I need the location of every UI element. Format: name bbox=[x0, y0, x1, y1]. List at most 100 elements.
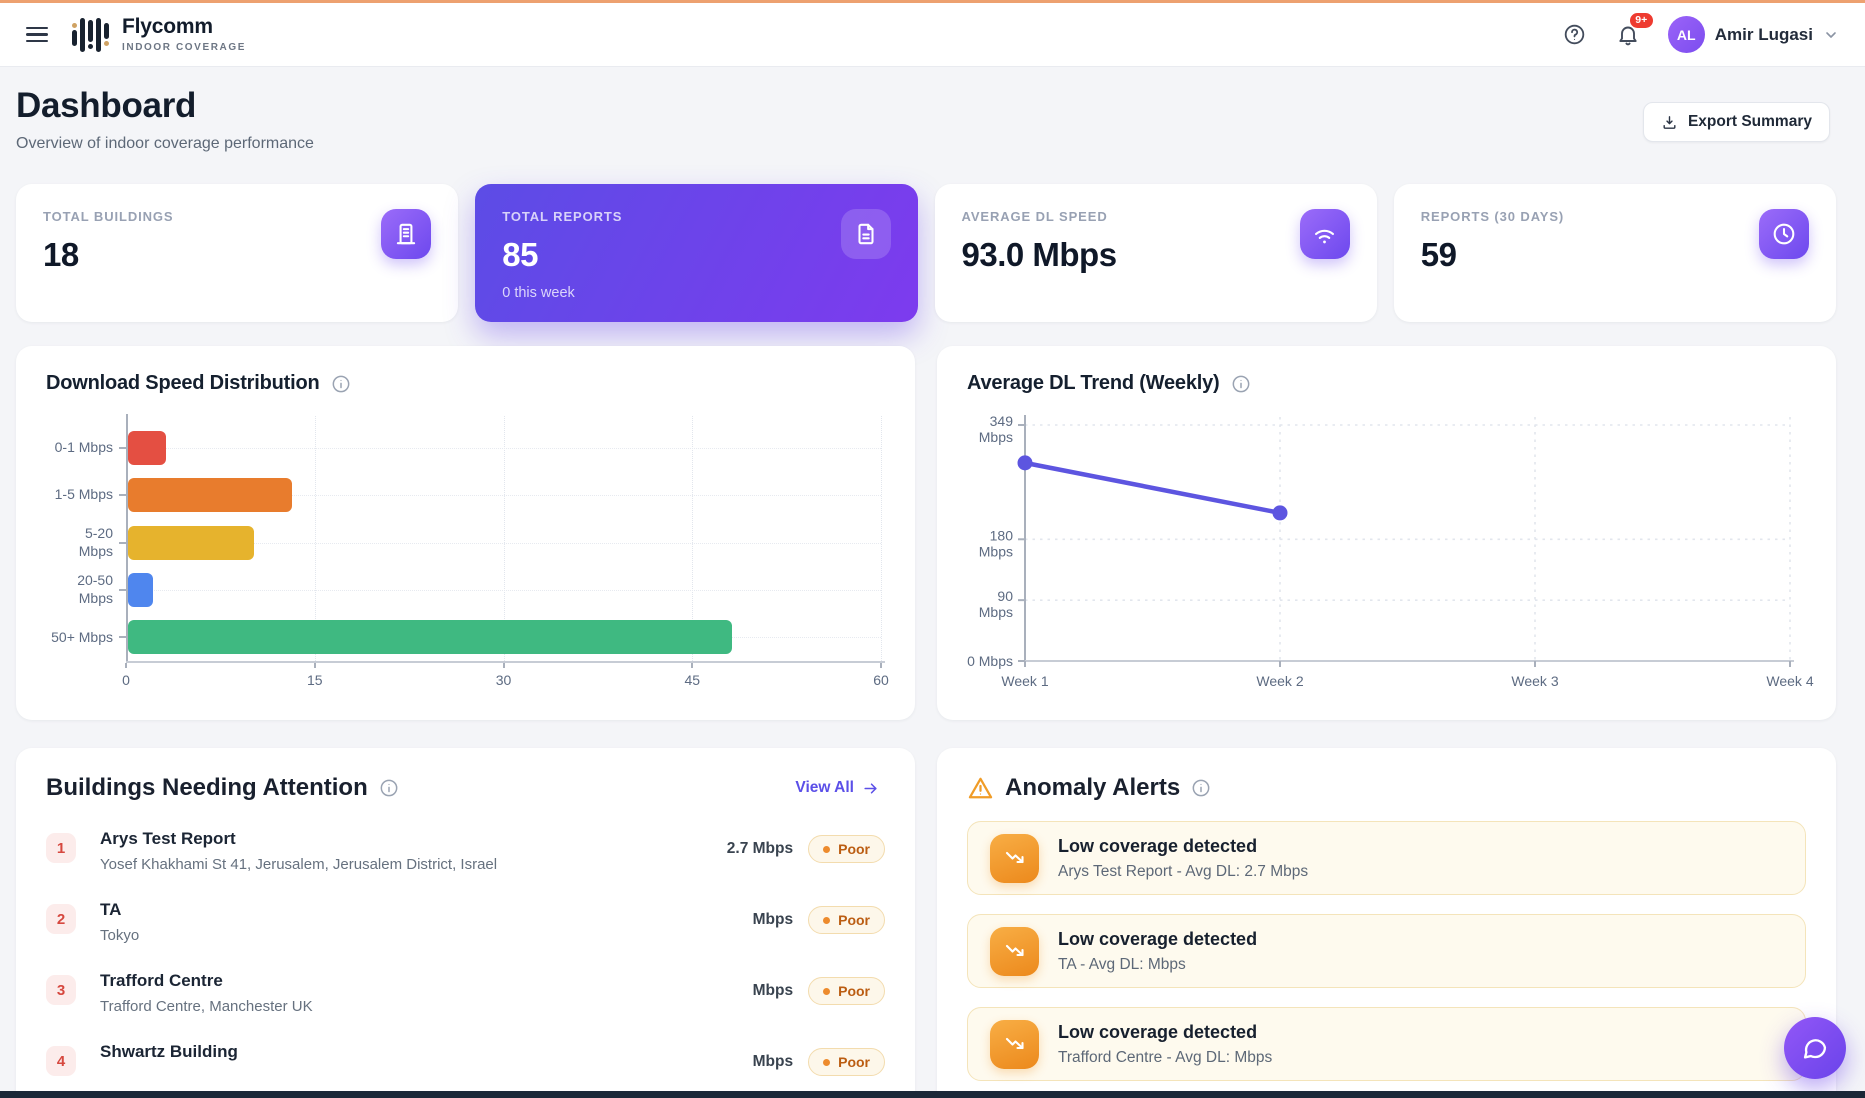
wifi-icon bbox=[1299, 209, 1350, 259]
notifications-button[interactable]: 9+ bbox=[1614, 12, 1653, 49]
rank-badge: 1 bbox=[46, 833, 76, 863]
trending-down-icon bbox=[990, 833, 1039, 883]
building-speed: 2.7 Mbps bbox=[726, 840, 794, 857]
stat-card-average-dl-speed[interactable]: AVERAGE DL SPEED 93.0 Mbps bbox=[934, 184, 1377, 322]
stat-value: 85 bbox=[502, 236, 538, 273]
stat-sub: 0 this week bbox=[502, 285, 575, 301]
svg-text:Mbps: Mbps bbox=[979, 543, 1013, 559]
building-name: Trafford Centre bbox=[100, 971, 223, 990]
x-tick-label: 45 bbox=[684, 672, 701, 688]
building-address: Trafford Centre, Manchester UK bbox=[100, 998, 313, 1015]
status-label: Poor bbox=[838, 983, 870, 999]
status-label: Poor bbox=[838, 912, 870, 928]
bottom-edge-bar bbox=[0, 1091, 1865, 1098]
trending-down-icon bbox=[990, 1019, 1039, 1069]
buildings-list: 1 Arys Test Report Yosef Khakhami St 41, J… bbox=[46, 829, 885, 1076]
bar-category-label: 20-50 Mbps bbox=[77, 572, 113, 606]
info-icon[interactable] bbox=[379, 778, 399, 798]
anomaly-alert-item: Low coverage detected Trafford Centre - A… bbox=[967, 1007, 1806, 1081]
svg-text:0 Mbps: 0 Mbps bbox=[967, 653, 1013, 669]
notification-badge: 9+ bbox=[1629, 12, 1653, 28]
alert-title: Low coverage detected bbox=[1058, 835, 1258, 856]
bar-category-label: 5-20 Mbps bbox=[78, 525, 113, 559]
building-list-item[interactable]: 4 Shwartz Building Mbps Poor bbox=[46, 1042, 885, 1076]
menu-button[interactable] bbox=[26, 23, 56, 47]
stat-card-reports-30-days[interactable]: REPORTS (30 DAYS) 59 bbox=[1393, 184, 1836, 322]
bar-20-50-mbps bbox=[128, 572, 154, 607]
status-label: Poor bbox=[838, 1054, 870, 1070]
bar-5-20-mbps bbox=[128, 525, 254, 560]
alert-title: Low coverage detected bbox=[1058, 1021, 1258, 1042]
building-icon bbox=[381, 209, 432, 259]
alerts-card: Anomaly Alerts Low coverage detected Arys… bbox=[937, 748, 1836, 1098]
page-subtitle: Overview of indoor coverage performance bbox=[16, 135, 314, 152]
stat-label: REPORTS (30 DAYS) bbox=[1420, 209, 1565, 224]
stat-card-total-reports[interactable]: TOTAL REPORTS 85 0 this week bbox=[475, 184, 918, 322]
help-icon bbox=[1564, 24, 1584, 45]
building-speed: Mbps bbox=[752, 982, 794, 999]
arrow-right-icon bbox=[864, 782, 877, 794]
bar-category-label: 0-1 Mbps bbox=[54, 438, 113, 455]
speed-distribution-chart: 0-1 Mbps 1-5 Mbps 5-20 Mbps 20-50 Mbps 50+ M… bbox=[16, 346, 915, 720]
status-label: Poor bbox=[838, 841, 870, 857]
building-name: Shwartz Building bbox=[100, 1042, 238, 1061]
building-list-item[interactable]: 1 Arys Test Report Yosef Khakhami St 41, J… bbox=[46, 829, 885, 873]
svg-text:Week 3: Week 3 bbox=[1511, 673, 1558, 689]
buildings-card: Buildings Needing Attention View All 1 Ar… bbox=[16, 748, 915, 1098]
trending-down-icon bbox=[990, 926, 1039, 976]
alerts-list: Low coverage detected Arys Test Report - … bbox=[967, 821, 1806, 1081]
info-icon[interactable] bbox=[1231, 374, 1251, 394]
svg-text:90: 90 bbox=[997, 588, 1013, 604]
export-summary-button[interactable]: Export Summary bbox=[1642, 102, 1830, 142]
stat-card-total-buildings[interactable]: TOTAL BUILDINGS 18 bbox=[16, 184, 459, 322]
header-actions: 9+ AL Amir Lugasi bbox=[1561, 12, 1839, 53]
building-list-item[interactable]: 2 TA Tokyo Mbps Poor bbox=[46, 900, 885, 944]
svg-text:349: 349 bbox=[990, 413, 1014, 429]
building-list-item[interactable]: 3 Trafford Centre Trafford Centre, Manches… bbox=[46, 971, 885, 1015]
page-title: Dashboard bbox=[16, 86, 197, 125]
view-all-link[interactable]: View All bbox=[789, 778, 885, 798]
bar-50+-mbps bbox=[128, 620, 732, 655]
status-badge: Poor bbox=[808, 977, 885, 1005]
brand-name: Flycomm bbox=[122, 15, 213, 39]
buildings-title: Buildings Needing Attention bbox=[46, 774, 368, 801]
status-dot bbox=[823, 1058, 831, 1066]
avatar: AL bbox=[1667, 16, 1705, 53]
chat-bubble-icon bbox=[1803, 1039, 1827, 1059]
svg-text:Mbps: Mbps bbox=[979, 604, 1013, 620]
bottom-row: Buildings Needing Attention View All 1 Ar… bbox=[16, 748, 1836, 1098]
alerts-title: Anomaly Alerts bbox=[1005, 774, 1181, 801]
x-tick-label: 15 bbox=[306, 672, 323, 688]
status-dot bbox=[823, 916, 831, 924]
status-badge: Poor bbox=[808, 1048, 885, 1076]
bar-category-label: 1-5 Mbps bbox=[54, 486, 113, 503]
x-tick-label: 60 bbox=[873, 672, 889, 688]
charts-row: Download Speed Distribution 0-1 Mbps 1-5 … bbox=[16, 346, 1836, 720]
alert-detail: Trafford Centre - Avg DL: Mbps bbox=[1058, 1048, 1273, 1066]
user-menu[interactable]: AL Amir Lugasi bbox=[1667, 16, 1839, 53]
building-name: TA bbox=[100, 900, 122, 919]
user-name: Amir Lugasi bbox=[1714, 24, 1813, 44]
anomaly-alert-item: Low coverage detected Arys Test Report - … bbox=[967, 821, 1806, 895]
x-tick-label: 0 bbox=[122, 672, 130, 688]
chat-button[interactable] bbox=[1784, 1017, 1846, 1079]
svg-text:Week 4: Week 4 bbox=[1766, 673, 1813, 689]
alert-detail: TA - Avg DL: Mbps bbox=[1058, 955, 1186, 973]
bar-0-1-mbps bbox=[128, 430, 166, 465]
status-badge: Poor bbox=[808, 835, 885, 863]
building-address: Tokyo bbox=[100, 927, 140, 944]
info-icon[interactable] bbox=[331, 374, 351, 394]
bar-category-label: 50+ Mbps bbox=[51, 628, 113, 645]
status-badge: Poor bbox=[808, 906, 885, 934]
help-button[interactable] bbox=[1561, 21, 1588, 48]
info-icon[interactable] bbox=[1191, 778, 1211, 798]
chevron-down-icon bbox=[1826, 31, 1836, 38]
stat-value: 93.0 Mbps bbox=[961, 236, 1118, 273]
rank-badge: 3 bbox=[46, 975, 76, 1005]
speed-distribution-title: Download Speed Distribution bbox=[46, 372, 320, 394]
export-summary-label: Export Summary bbox=[1687, 113, 1812, 130]
svg-text:Mbps: Mbps bbox=[979, 429, 1013, 445]
dl-trend-card: Average DL Trend (Weekly) 0 Mbps 90 Mbps 18… bbox=[937, 346, 1836, 720]
